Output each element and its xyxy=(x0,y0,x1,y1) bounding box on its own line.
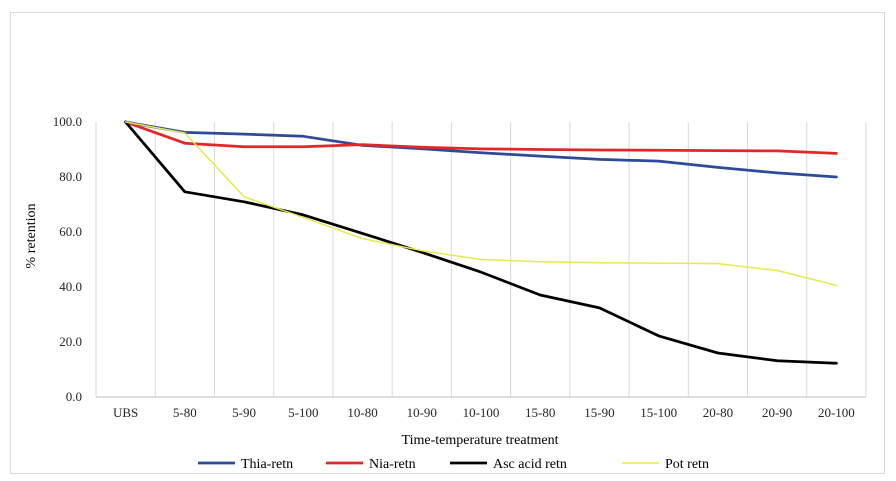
x-tick-label: 10-100 xyxy=(463,405,500,420)
legend-label: Thia-retn xyxy=(241,457,293,472)
legend-label: Nia-retn xyxy=(369,457,416,472)
series-lines xyxy=(124,120,838,365)
y-tick-label: 60.0 xyxy=(59,224,82,239)
x-tick-label: 15-100 xyxy=(640,405,677,420)
x-axis-title: Time-temperature treatment xyxy=(402,433,559,448)
x-tick-label: 5-90 xyxy=(232,405,256,420)
legend: Thia-retn Nia-retn Asc acid retn Pot retn xyxy=(198,457,709,472)
x-tick-label: 10-90 xyxy=(407,405,437,420)
x-tick-label: 5-100 xyxy=(288,405,318,420)
y-tick-label: 40.0 xyxy=(59,279,82,294)
x-tick-label: UBS xyxy=(113,405,138,420)
x-tick-label: 20-100 xyxy=(818,405,855,420)
x-tick-label: 15-90 xyxy=(584,405,614,420)
grid-lines xyxy=(95,122,867,397)
x-tick-label: 20-90 xyxy=(762,405,792,420)
y-tick-label: 0.0 xyxy=(66,389,82,404)
y-tick-label: 80.0 xyxy=(59,169,82,184)
y-tick-labels: 0.0 20.0 40.0 60.0 80.0 100.0 xyxy=(53,114,82,404)
x-tick-label: 15-80 xyxy=(525,405,555,420)
y-axis-title: % retention xyxy=(24,204,39,269)
legend-label: Asc acid retn xyxy=(493,457,567,472)
y-tick-label: 20.0 xyxy=(59,334,82,349)
series-line-nia-retn xyxy=(124,120,838,155)
y-tick-label: 100.0 xyxy=(53,114,82,129)
series-line-thia-retn xyxy=(124,120,838,179)
x-tick-label: 5-80 xyxy=(173,405,197,420)
x-tick-labels: UBS 5-80 5-90 5-100 10-80 10-90 10-100 15-80 15-… xyxy=(113,405,855,420)
x-tick-label: 20-80 xyxy=(703,405,733,420)
legend-label: Pot retn xyxy=(665,457,709,472)
series-line-pot-retn xyxy=(124,121,838,287)
series-line-asc-acid-retn xyxy=(124,120,838,365)
x-tick-label: 10-80 xyxy=(347,405,377,420)
